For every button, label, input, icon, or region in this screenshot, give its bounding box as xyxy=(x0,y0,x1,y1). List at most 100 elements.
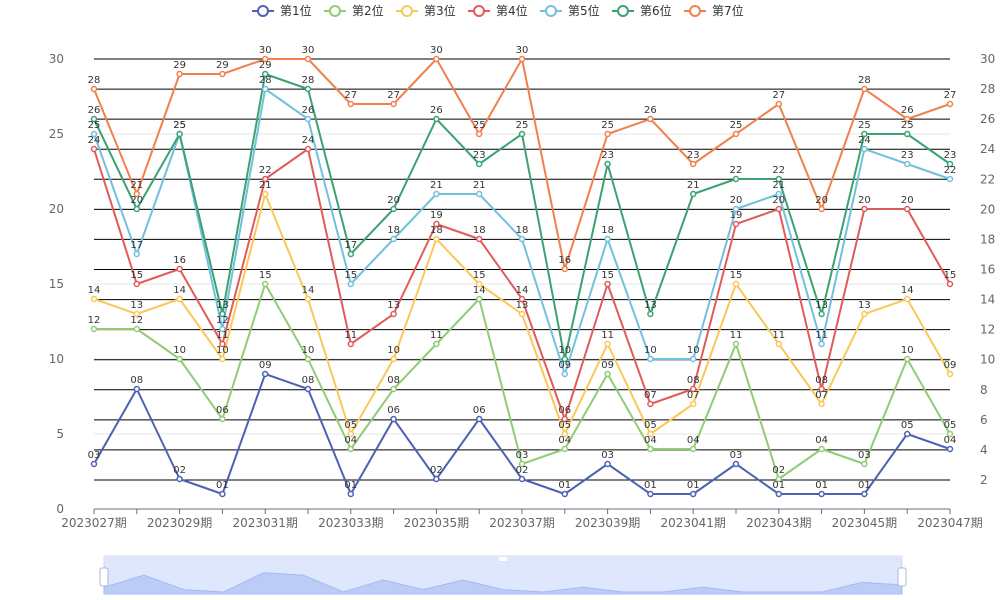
data-point[interactable] xyxy=(561,445,569,453)
data-point[interactable] xyxy=(561,430,569,438)
data-point[interactable] xyxy=(390,310,397,318)
data-point[interactable] xyxy=(518,295,526,303)
legend-item-3[interactable]: 第3位 xyxy=(396,3,456,18)
zoom-handle-left[interactable] xyxy=(99,567,109,587)
data-point[interactable] xyxy=(176,355,183,363)
data-point[interactable] xyxy=(133,190,141,198)
data-point[interactable] xyxy=(903,205,911,213)
data-point[interactable] xyxy=(133,385,141,393)
data-point[interactable] xyxy=(561,415,569,423)
data-point[interactable] xyxy=(518,55,526,63)
data-point[interactable] xyxy=(261,280,269,288)
data-point[interactable] xyxy=(861,130,868,138)
legend-item-4[interactable]: 第4位 xyxy=(468,3,528,18)
data-point[interactable] xyxy=(732,130,740,138)
data-point[interactable] xyxy=(304,115,312,123)
data-point[interactable] xyxy=(219,70,226,78)
data-point[interactable] xyxy=(518,460,526,468)
data-point[interactable] xyxy=(818,490,825,498)
data-point[interactable] xyxy=(390,415,397,423)
data-point[interactable] xyxy=(433,340,440,348)
data-point[interactable] xyxy=(861,310,868,318)
data-point[interactable] xyxy=(390,235,397,243)
data-point[interactable] xyxy=(475,295,483,303)
data-point[interactable] xyxy=(775,340,783,348)
data-point[interactable] xyxy=(176,265,183,273)
data-point[interactable] xyxy=(818,340,825,348)
data-point[interactable] xyxy=(433,220,440,228)
data-point[interactable] xyxy=(732,340,740,348)
legend-item-7[interactable]: 第7位 xyxy=(684,3,744,18)
data-point[interactable] xyxy=(133,250,141,258)
data-zoom-slider[interactable] xyxy=(99,555,907,595)
data-point[interactable] xyxy=(219,415,226,423)
data-point[interactable] xyxy=(347,445,355,453)
data-point[interactable] xyxy=(561,490,569,498)
data-point[interactable] xyxy=(861,205,868,213)
data-point[interactable] xyxy=(261,70,269,78)
data-point[interactable] xyxy=(775,205,783,213)
data-point[interactable] xyxy=(261,85,269,93)
data-point[interactable] xyxy=(732,220,740,228)
data-point[interactable] xyxy=(818,400,825,408)
data-point[interactable] xyxy=(861,145,868,153)
data-point[interactable] xyxy=(689,160,697,168)
data-point[interactable] xyxy=(946,430,954,438)
legend-item-5[interactable]: 第5位 xyxy=(540,3,600,18)
data-point[interactable] xyxy=(946,280,954,288)
data-point[interactable] xyxy=(604,460,611,468)
data-point[interactable] xyxy=(475,415,483,423)
data-point[interactable] xyxy=(433,115,440,123)
data-point[interactable] xyxy=(604,340,611,348)
data-point[interactable] xyxy=(133,280,141,288)
data-point[interactable] xyxy=(433,55,440,63)
data-point[interactable] xyxy=(604,160,611,168)
data-point[interactable] xyxy=(219,325,226,333)
data-point[interactable] xyxy=(261,370,269,378)
data-point[interactable] xyxy=(433,475,440,483)
zoom-move-handle[interactable] xyxy=(499,557,507,561)
data-point[interactable] xyxy=(903,430,911,438)
data-point[interactable] xyxy=(219,355,226,363)
data-point[interactable] xyxy=(390,205,397,213)
data-point[interactable] xyxy=(647,355,654,363)
data-point[interactable] xyxy=(347,430,355,438)
data-point[interactable] xyxy=(818,445,825,453)
data-point[interactable] xyxy=(219,310,226,318)
data-point[interactable] xyxy=(647,115,654,123)
data-point[interactable] xyxy=(90,115,98,123)
data-point[interactable] xyxy=(732,280,740,288)
data-point[interactable] xyxy=(90,85,98,93)
data-point[interactable] xyxy=(561,355,569,363)
data-point[interactable] xyxy=(689,445,697,453)
data-point[interactable] xyxy=(818,310,825,318)
data-point[interactable] xyxy=(775,490,783,498)
data-point[interactable] xyxy=(304,145,312,153)
data-point[interactable] xyxy=(133,205,141,213)
legend-item-2[interactable]: 第2位 xyxy=(324,3,384,18)
data-point[interactable] xyxy=(903,295,911,303)
data-point[interactable] xyxy=(689,355,697,363)
data-point[interactable] xyxy=(176,130,183,138)
data-point[interactable] xyxy=(775,100,783,108)
data-point[interactable] xyxy=(903,160,911,168)
data-point[interactable] xyxy=(861,85,868,93)
data-point[interactable] xyxy=(732,175,740,183)
data-point[interactable] xyxy=(732,460,740,468)
data-point[interactable] xyxy=(647,400,654,408)
data-point[interactable] xyxy=(604,280,611,288)
data-point[interactable] xyxy=(604,130,611,138)
data-point[interactable] xyxy=(946,370,954,378)
data-point[interactable] xyxy=(390,100,397,108)
data-point[interactable] xyxy=(347,490,355,498)
data-point[interactable] xyxy=(818,385,825,393)
data-point[interactable] xyxy=(347,280,355,288)
data-point[interactable] xyxy=(90,325,98,333)
data-point[interactable] xyxy=(689,385,697,393)
data-point[interactable] xyxy=(261,190,269,198)
data-point[interactable] xyxy=(347,340,355,348)
data-point[interactable] xyxy=(475,280,483,288)
data-point[interactable] xyxy=(304,295,312,303)
data-point[interactable] xyxy=(304,85,312,93)
data-point[interactable] xyxy=(176,475,183,483)
